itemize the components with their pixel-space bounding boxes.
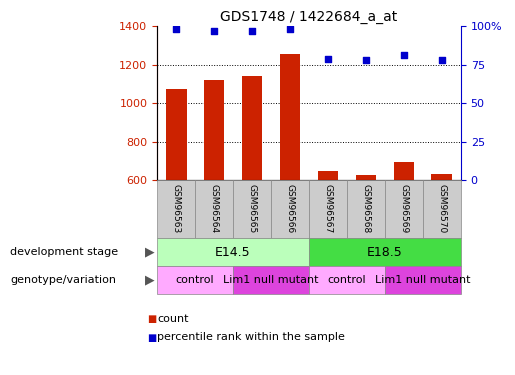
Text: GSM96570: GSM96570 — [437, 184, 447, 234]
Point — [324, 56, 332, 62]
Text: GSM96568: GSM96568 — [362, 184, 370, 234]
Bar — [393, 162, 415, 180]
Text: GSM96569: GSM96569 — [400, 184, 408, 234]
Text: E18.5: E18.5 — [367, 246, 403, 259]
Text: percentile rank within the sample: percentile rank within the sample — [157, 333, 345, 342]
Point — [286, 26, 294, 32]
Text: GSM96565: GSM96565 — [248, 184, 256, 234]
Bar — [280, 54, 300, 180]
Text: ▶: ▶ — [145, 274, 154, 287]
Point — [400, 53, 408, 58]
Text: GSM96566: GSM96566 — [285, 184, 295, 234]
Text: Lim1 null mutant: Lim1 null mutant — [224, 275, 319, 285]
Text: control: control — [176, 275, 214, 285]
Bar — [203, 80, 225, 180]
Text: ▶: ▶ — [145, 246, 154, 259]
Text: ■: ■ — [147, 333, 156, 342]
Text: ■: ■ — [147, 314, 156, 324]
Point — [210, 28, 218, 34]
Point — [248, 28, 256, 34]
Text: genotype/variation: genotype/variation — [10, 275, 116, 285]
Text: development stage: development stage — [10, 247, 118, 257]
Bar — [242, 76, 263, 180]
Bar — [166, 89, 186, 180]
Text: GSM96563: GSM96563 — [171, 184, 181, 234]
Text: E14.5: E14.5 — [215, 246, 251, 259]
Title: GDS1748 / 1422684_a_at: GDS1748 / 1422684_a_at — [220, 10, 398, 24]
Text: GSM96564: GSM96564 — [210, 184, 218, 234]
Point — [172, 26, 180, 32]
Text: count: count — [157, 314, 188, 324]
Text: control: control — [328, 275, 366, 285]
Bar — [355, 175, 376, 180]
Text: GSM96567: GSM96567 — [323, 184, 333, 234]
Point — [438, 57, 446, 63]
Bar — [318, 171, 338, 180]
Bar — [432, 174, 452, 180]
Point — [362, 57, 370, 63]
Text: Lim1 null mutant: Lim1 null mutant — [375, 275, 471, 285]
